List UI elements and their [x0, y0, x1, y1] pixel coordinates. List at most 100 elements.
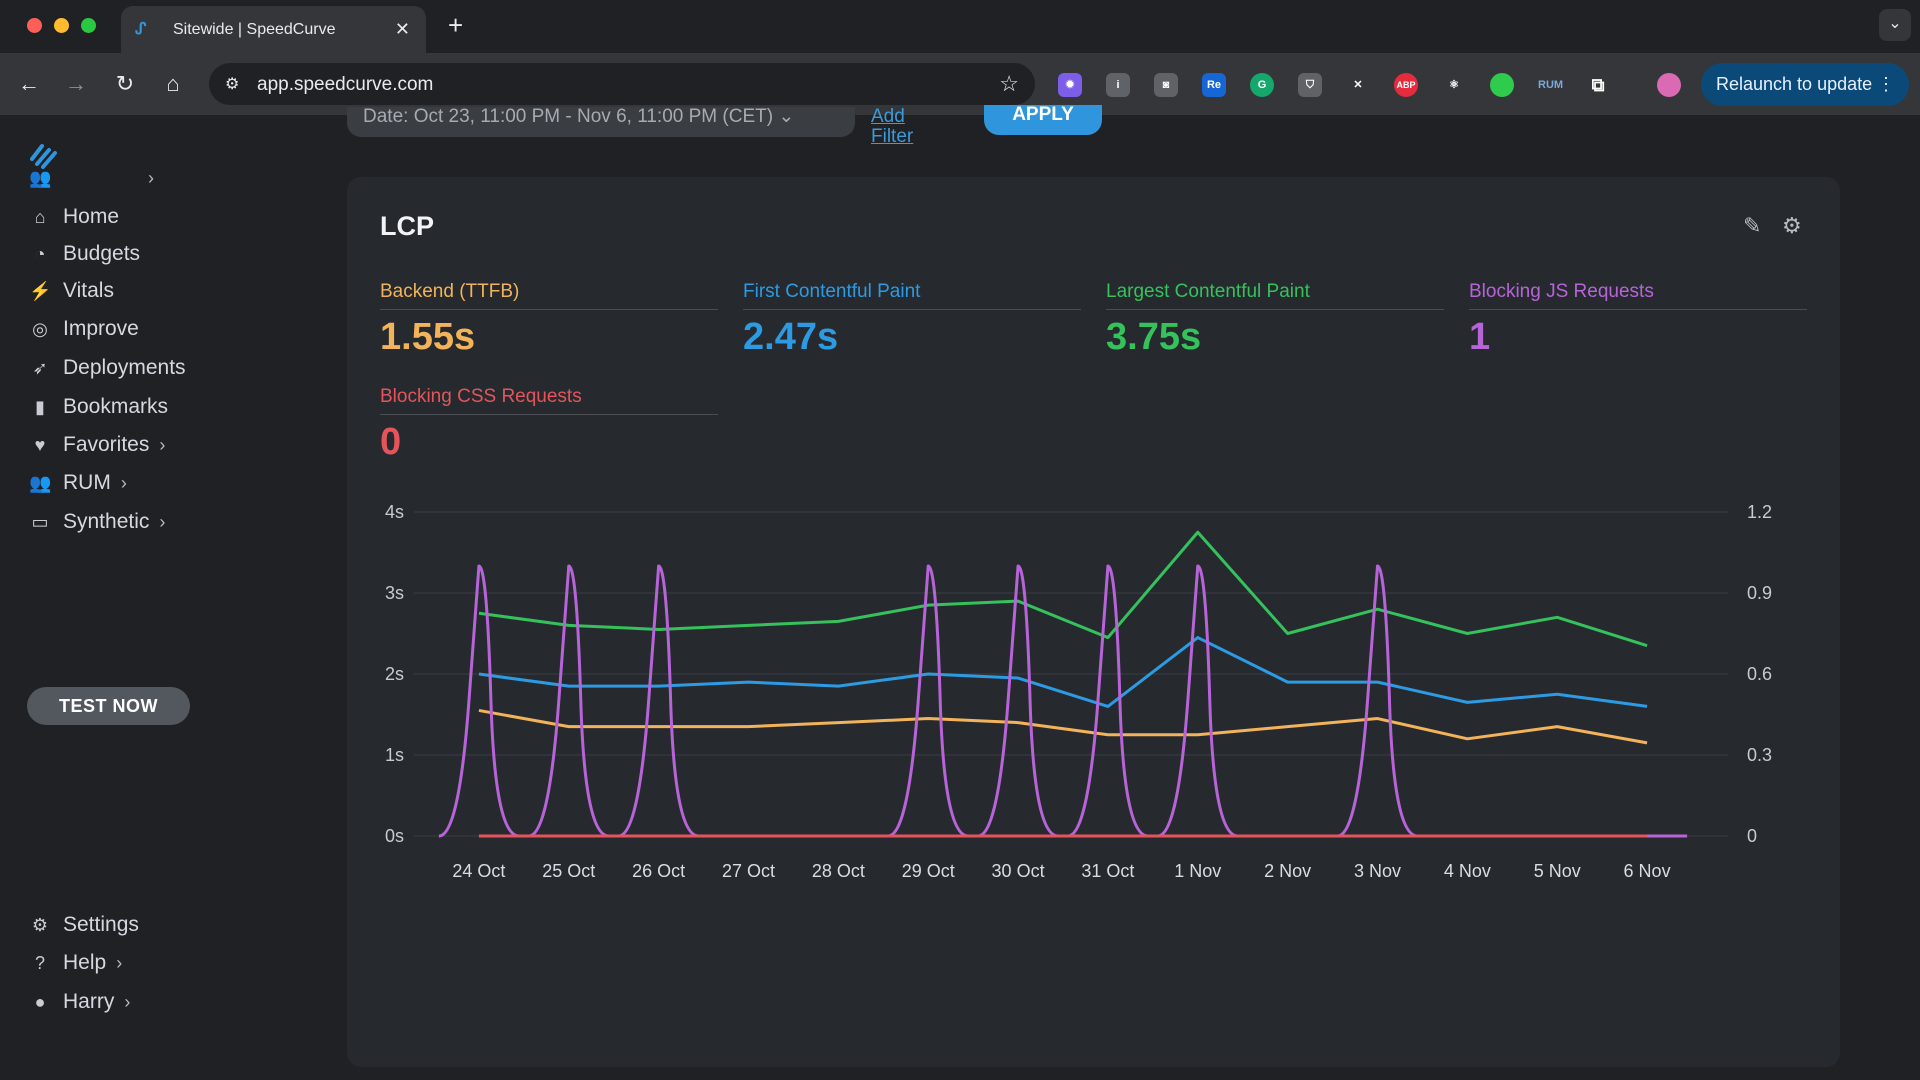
- y2-tick-label: 1.2: [1747, 502, 1772, 522]
- x-tick-label: 29 Oct: [902, 861, 955, 881]
- more-menu-icon[interactable]: ⋮: [1877, 74, 1895, 94]
- y2-tick-label: 0: [1747, 826, 1757, 846]
- sidebar-item-budgets[interactable]: ◔ Budgets: [29, 242, 141, 266]
- date-range-select[interactable]: Date: Oct 23, 11:00 PM - Nov 6, 11:00 PM…: [347, 107, 855, 137]
- chevron-right-icon: ›: [159, 511, 166, 532]
- url-text[interactable]: app.speedcurve.com: [257, 74, 434, 95]
- users-icon: 👥: [29, 168, 52, 188]
- gauge-icon: ◔: [34, 244, 46, 264]
- maximize-window-button[interactable]: [81, 18, 96, 33]
- sidebar-item-label: Bookmarks: [63, 395, 169, 418]
- apply-button[interactable]: APPLY: [984, 105, 1102, 135]
- sidebar-item-vitals[interactable]: ⚡ Vitals: [29, 279, 114, 303]
- reload-icon[interactable]: ↻: [115, 71, 135, 96]
- close-window-button[interactable]: [27, 18, 42, 33]
- date-range-label: Date: Oct 23, 11:00 PM - Nov 6, 11:00 PM…: [363, 107, 774, 127]
- series-line-0: [478, 530, 1648, 648]
- metric-label: First Contentful Paint: [743, 281, 1081, 310]
- x-tick-label: 3 Nov: [1354, 861, 1401, 881]
- speedcurve-logo-icon[interactable]: [28, 142, 58, 170]
- metric-value: 1: [1469, 316, 1491, 358]
- browser-tab[interactable]: ᔑ Sitewide | SpeedCurve ✕: [121, 6, 426, 53]
- x-tick-label: 30 Oct: [992, 861, 1045, 881]
- series-line-3: [438, 564, 1688, 838]
- sidebar-item-settings[interactable]: ⚙ Settings: [29, 913, 139, 937]
- tab-search-button[interactable]: ⌄: [1879, 9, 1911, 41]
- sidebar-item-label: Harry: [63, 990, 115, 1013]
- y2-tick-label: 0.9: [1747, 583, 1772, 603]
- bookmark-star-icon[interactable]: ☆: [999, 71, 1019, 96]
- browser-toolbar: ← → ↻ ⌂ ⚙ app.speedcurve.com ☆ ✹ i ◙ Re …: [0, 53, 1920, 115]
- settings-gear-icon[interactable]: ⚙: [1782, 213, 1802, 238]
- grammarly-icon[interactable]: G: [1250, 73, 1274, 97]
- test-now-button[interactable]: TEST NOW: [27, 687, 190, 725]
- extension-icon[interactable]: i: [1106, 73, 1130, 97]
- puzzle-icon[interactable]: ⧉: [1586, 73, 1610, 97]
- sidebar-item-improve[interactable]: ◎ Improve: [29, 317, 139, 341]
- metric-0[interactable]: Backend (TTFB) 1.55s: [380, 281, 718, 359]
- site-settings-icon[interactable]: ⚙: [225, 76, 240, 93]
- back-icon[interactable]: ←: [18, 71, 40, 96]
- sidebar-item-favorites[interactable]: ♥ Favorites ›: [29, 433, 166, 457]
- bookmark-icon: ▮: [35, 397, 45, 417]
- close-tab-icon[interactable]: ✕: [394, 19, 410, 39]
- sidebar-item-deployments[interactable]: ➶ Deployments: [29, 356, 186, 380]
- extension-icon[interactable]: ✕: [1346, 73, 1370, 97]
- new-tab-button[interactable]: +: [448, 10, 464, 40]
- sidebar-item-home[interactable]: ⌂ Home: [29, 205, 119, 229]
- card-title: LCP: [380, 211, 434, 241]
- sidebar-item-rum[interactable]: 👥 RUM ›: [29, 471, 127, 495]
- sidebar-item-label: Budgets: [63, 242, 141, 265]
- metric-1[interactable]: First Contentful Paint 2.47s: [743, 281, 1081, 359]
- x-tick-label: 27 Oct: [722, 861, 775, 881]
- sidebar-item-label: Vitals: [63, 279, 114, 302]
- forward-icon[interactable]: →: [65, 71, 87, 96]
- extension-icon[interactable]: Re: [1202, 73, 1226, 97]
- y-tick-label: 1s: [385, 745, 404, 765]
- x-tick-label: 31 Oct: [1081, 861, 1134, 881]
- rum-icon[interactable]: RUM: [1538, 73, 1563, 97]
- heart-icon: ♥: [34, 435, 46, 455]
- metric-label: Largest Contentful Paint: [1106, 281, 1444, 310]
- sidebar-item-synthetic[interactable]: ▭ Synthetic ›: [29, 510, 165, 534]
- home-icon[interactable]: ⌂: [166, 71, 180, 96]
- react-icon[interactable]: ⚛: [1442, 73, 1466, 97]
- y-tick-label: 0s: [385, 826, 404, 846]
- x-tick-label: 25 Oct: [542, 861, 595, 881]
- metric-4[interactable]: Blocking CSS Requests 0: [380, 386, 718, 464]
- extension-icon[interactable]: ✹: [1058, 73, 1082, 97]
- address-bar[interactable]: ⚙ app.speedcurve.com ☆: [209, 63, 1035, 105]
- sidebar-item-label: Deployments: [63, 356, 186, 379]
- adblock-icon[interactable]: ABP: [1394, 73, 1418, 97]
- metric-2[interactable]: Largest Contentful Paint 3.75s: [1106, 281, 1444, 359]
- sidebar-item-label: RUM: [63, 471, 111, 494]
- sidebar-item-help[interactable]: ? Help ›: [29, 951, 122, 975]
- relaunch-button[interactable]: Relaunch to update ⋮: [1701, 63, 1909, 106]
- speedcurve-favicon: ᔑ: [135, 21, 147, 38]
- y-tick-label: 4s: [385, 502, 404, 522]
- sidebar-item-bookmarks[interactable]: ▮ Bookmarks: [29, 395, 168, 419]
- metric-3[interactable]: Blocking JS Requests 1: [1469, 281, 1807, 359]
- camera-icon[interactable]: ◙: [1154, 73, 1178, 97]
- sidebar-item-harry[interactable]: ● Harry ›: [29, 990, 131, 1014]
- profile-avatar[interactable]: [1657, 73, 1681, 97]
- metric-value: 0: [380, 421, 402, 463]
- edit-pencil-icon[interactable]: ✎: [1743, 213, 1762, 238]
- minimize-window-button[interactable]: [54, 18, 69, 33]
- sidebar-item-label: Home: [63, 205, 120, 228]
- sidebar-item-account[interactable]: 👥 ›: [29, 167, 154, 189]
- y2-tick-label: 0.3: [1747, 745, 1772, 765]
- x-tick-label: 1 Nov: [1174, 861, 1221, 881]
- x-tick-label: 2 Nov: [1264, 861, 1311, 881]
- rocket-icon: ➶: [32, 358, 48, 378]
- x-tick-label: 6 Nov: [1624, 861, 1671, 881]
- sidebar-item-label: Favorites: [63, 433, 150, 456]
- shield-icon[interactable]: ⛉: [1298, 73, 1322, 97]
- extension-icon[interactable]: [1490, 73, 1514, 97]
- chevron-right-icon: ›: [124, 991, 131, 1012]
- metric-label: Backend (TTFB): [380, 281, 718, 310]
- add-filter-link[interactable]: Add Filter: [871, 106, 914, 147]
- series-line-2: [478, 708, 1648, 745]
- y2-tick-label: 0.6: [1747, 664, 1772, 684]
- browser-tab-strip: ᔑ Sitewide | SpeedCurve ✕ + ⌄: [0, 0, 1920, 53]
